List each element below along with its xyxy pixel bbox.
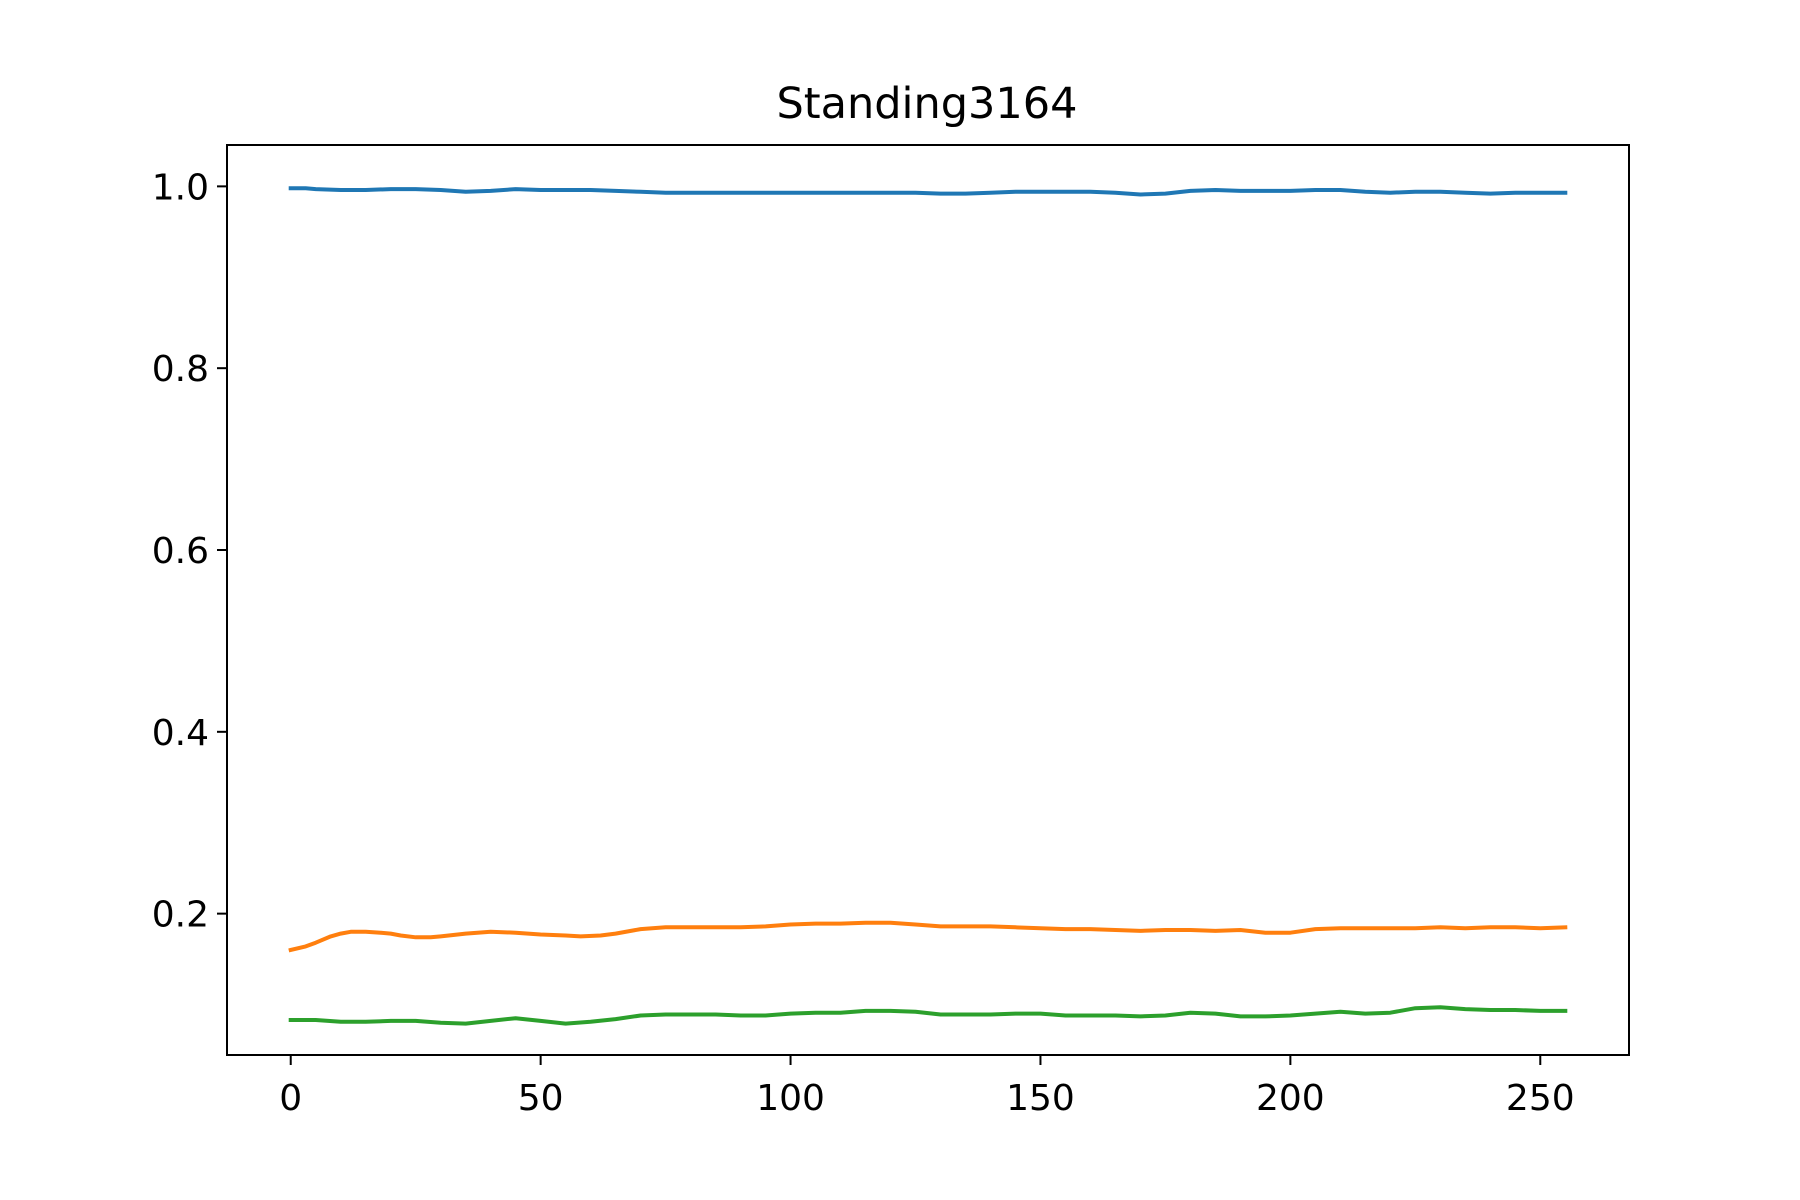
series-line-1 [288,186,1568,197]
x-tick-label: 50 [518,1078,564,1119]
series-layer [288,186,1568,1026]
y-tick-label: 0.2 [152,895,209,936]
x-tick-label: 100 [756,1078,825,1119]
y-axis: 0.2 0.4 0.6 0.8 1.0 [152,167,227,936]
x-tick-label: 0 [279,1078,302,1119]
series-line-2 [288,920,1568,953]
x-axis: 0 50 100 150 200 250 [279,1055,1575,1119]
y-tick-label: 1.0 [152,167,209,208]
y-tick-label: 0.6 [152,531,209,572]
series-line-3 [288,1005,1568,1026]
x-tick-label: 250 [1506,1078,1575,1119]
x-tick-label: 200 [1256,1078,1325,1119]
plot-frame [226,144,1630,1056]
y-tick-label: 0.8 [152,349,209,390]
chart-title: Standing3164 [777,79,1078,129]
x-tick-label: 150 [1006,1078,1075,1119]
y-tick-label: 0.4 [152,713,209,754]
